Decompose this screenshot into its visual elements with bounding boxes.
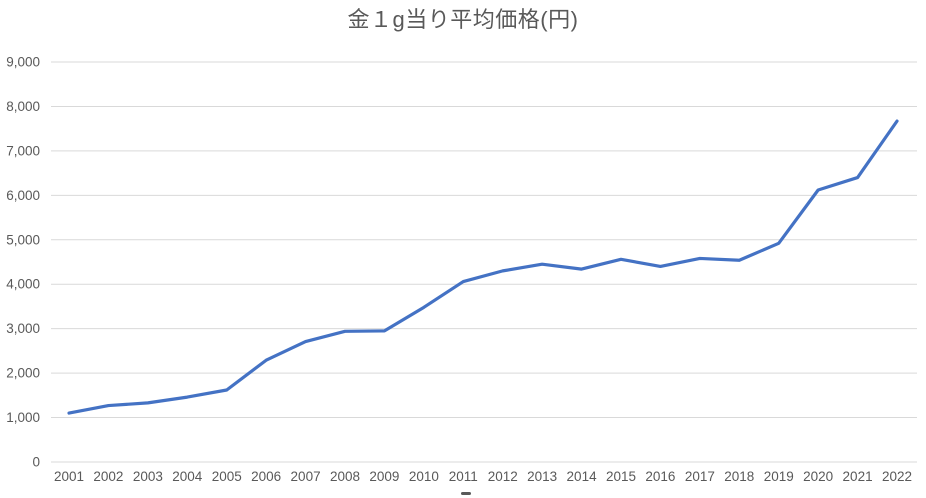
x-tick-label: 2010 bbox=[409, 469, 439, 484]
y-tick-label: 2,000 bbox=[6, 366, 40, 381]
x-tick-label: 2006 bbox=[251, 469, 281, 484]
y-tick-label: 8,000 bbox=[6, 99, 40, 114]
y-tick-label: 7,000 bbox=[6, 143, 40, 158]
y-tick-label: 1,000 bbox=[6, 410, 40, 425]
x-tick-label: 2016 bbox=[645, 469, 675, 484]
data-series-line bbox=[67, 119, 899, 415]
chart-title: 金１g当り平均価格(円) bbox=[347, 7, 579, 32]
y-tick-label: 4,000 bbox=[6, 277, 40, 292]
x-tick-label: 2011 bbox=[449, 469, 478, 484]
x-tick-label: 2019 bbox=[764, 469, 794, 484]
x-tick-label: 2003 bbox=[133, 469, 163, 484]
x-tick-label: 2007 bbox=[291, 469, 321, 484]
x-tick-label: 2022 bbox=[882, 469, 912, 484]
x-tick-label: 2002 bbox=[93, 469, 123, 484]
x-tick-label: 2008 bbox=[330, 469, 360, 484]
x-tick-label: 2004 bbox=[172, 469, 203, 484]
x-tick-label: 2015 bbox=[606, 469, 636, 484]
y-tick-label: 6,000 bbox=[6, 188, 40, 203]
x-tick-label: 2009 bbox=[369, 469, 399, 484]
x-tick-label: 2020 bbox=[803, 469, 833, 484]
x-tick-label: 2014 bbox=[567, 469, 598, 484]
x-tick-label: 2001 bbox=[54, 469, 84, 484]
y-tick-label: 9,000 bbox=[6, 55, 40, 70]
x-tick-label: 2018 bbox=[724, 469, 754, 484]
x-tick-label: 2021 bbox=[843, 469, 873, 484]
y-tick-label: 3,000 bbox=[6, 321, 40, 336]
x-tick-label: 2005 bbox=[212, 469, 242, 484]
x-tick-label: 2012 bbox=[488, 469, 518, 484]
x-tick-label: 2013 bbox=[527, 469, 557, 484]
legend-fragment bbox=[461, 492, 471, 495]
y-tick-label: 5,000 bbox=[6, 232, 40, 247]
x-tick-label: 2017 bbox=[685, 469, 715, 484]
y-tick-label: 0 bbox=[32, 455, 40, 470]
